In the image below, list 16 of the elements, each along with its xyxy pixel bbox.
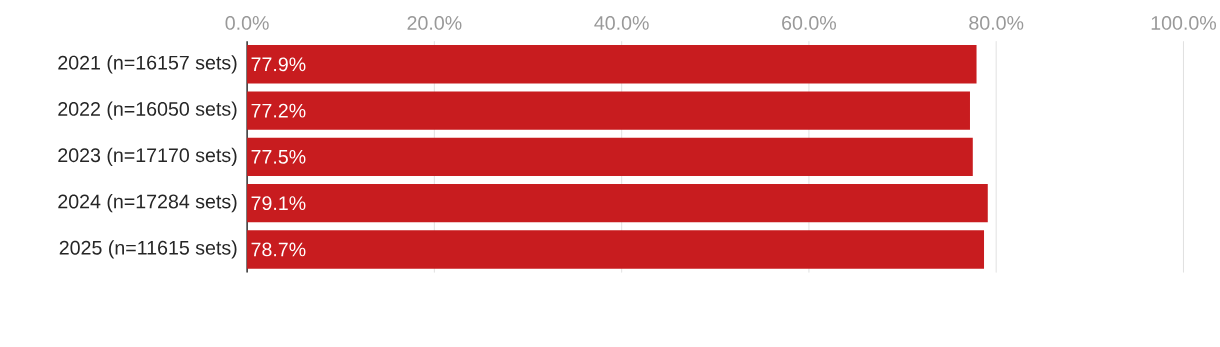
x-tick-label: 40.0% [594,15,649,30]
data-label: 79.1% [251,196,306,211]
y-tick-label: 2024 (n=17284 sets) [58,193,237,213]
x-tick-label: 80.0% [969,15,1024,30]
x-tick-label: 60.0% [782,15,837,30]
x-tick-label: 20.0% [407,15,462,30]
y-tick-label: 2025 (n=11615 sets) [59,240,237,259]
y-tick-label: 2023 (n=17170 sets) [58,147,237,166]
y-tick-label: 2022 (n=16050 sets) [58,101,237,120]
data-label: 77.9% [251,57,306,72]
x-tick-label: 0.0% [225,15,269,30]
data-label: 77.2% [251,103,306,118]
x-tick-label: 100.0% [1151,15,1217,30]
y-tick-label: 2021 (n=16157 sets) [58,55,237,74]
data-label: 77.5% [251,149,306,164]
data-label: 78.7% [251,242,306,257]
